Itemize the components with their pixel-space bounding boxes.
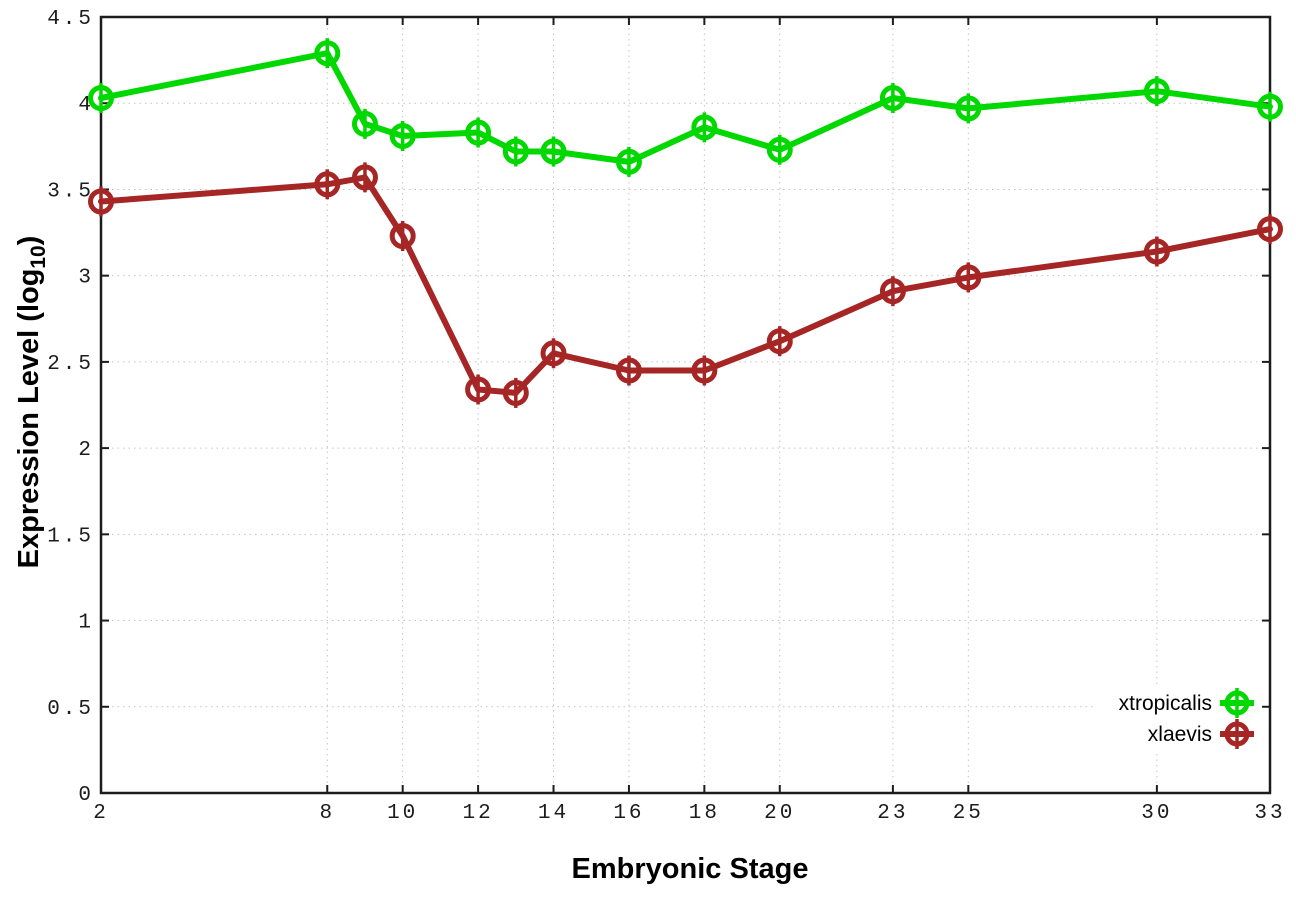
data-point-xtropicalis-16 bbox=[615, 148, 642, 175]
y-tick-label-1.5: 1.5 bbox=[47, 525, 94, 548]
legend-label-xlaevis: xlaevis bbox=[1148, 723, 1212, 746]
data-point-xlaevis-8 bbox=[314, 171, 341, 198]
data-point-xlaevis-16 bbox=[615, 357, 642, 384]
data-point-xlaevis-20 bbox=[766, 328, 793, 355]
data-point-xlaevis-12 bbox=[465, 376, 492, 403]
x-tick-label-8: 8 bbox=[319, 802, 335, 825]
data-point-xtropicalis-2 bbox=[88, 85, 114, 112]
y-axis-title-text: Expression Level (log10) bbox=[13, 236, 50, 569]
data-point-xlaevis-18 bbox=[691, 357, 718, 384]
y-tick-label-4.5: 4.5 bbox=[47, 8, 94, 31]
data-point-xlaevis-23 bbox=[879, 278, 906, 305]
x-tick-label-2: 2 bbox=[93, 802, 109, 825]
y-tick-label-3.5: 3.5 bbox=[47, 180, 94, 203]
y-tick-label-4: 4 bbox=[78, 94, 94, 117]
data-point-xlaevis-33 bbox=[1257, 216, 1283, 243]
data-point-xtropicalis-12 bbox=[465, 119, 492, 146]
data-point-xlaevis-9 bbox=[351, 164, 378, 191]
data-point-xlaevis-2 bbox=[88, 188, 114, 215]
data-point-xtropicalis-20 bbox=[766, 136, 793, 163]
legend-marker-xlaevis bbox=[1224, 721, 1250, 747]
x-axis-title: Embryonic Stage bbox=[572, 853, 809, 885]
legend-sample-xtropicalis bbox=[1220, 688, 1254, 718]
y-tick-label-3: 3 bbox=[78, 267, 94, 290]
x-tick-label-20: 20 bbox=[764, 802, 795, 825]
x-tick-label-33: 33 bbox=[1254, 802, 1285, 825]
data-point-xlaevis-14 bbox=[540, 340, 567, 367]
data-point-xlaevis-30 bbox=[1143, 238, 1170, 265]
legend-sample-markers bbox=[1220, 688, 1254, 749]
data-point-xtropicalis-14 bbox=[540, 138, 567, 165]
data-point-xtropicalis-13 bbox=[502, 138, 529, 165]
x-tick-label-14: 14 bbox=[538, 802, 569, 825]
y-tick-label-0.5: 0.5 bbox=[47, 698, 94, 721]
data-point-xtropicalis-18 bbox=[691, 114, 718, 141]
data-point-xtropicalis-10 bbox=[389, 122, 416, 149]
x-tick-label-12: 12 bbox=[462, 802, 493, 825]
legend-sample-xlaevis bbox=[1220, 719, 1254, 749]
x-tick-label-18: 18 bbox=[689, 802, 720, 825]
data-point-xtropicalis-8 bbox=[314, 40, 341, 67]
series-line-xtropicalis bbox=[98, 50, 1273, 165]
y-axis-title: Expression Level (log10) bbox=[13, 236, 50, 569]
x-tick-label-10: 10 bbox=[387, 802, 418, 825]
data-point-xtropicalis-25 bbox=[955, 95, 982, 122]
x-tick-label-30: 30 bbox=[1141, 802, 1172, 825]
data-point-xlaevis-10 bbox=[389, 223, 416, 250]
plot-border bbox=[99, 15, 1272, 795]
series-line-xlaevis bbox=[98, 174, 1273, 396]
y-tick-label-2: 2 bbox=[78, 439, 94, 462]
legend-marker-xtropicalis bbox=[1224, 690, 1250, 716]
legend-label-xtropicalis: xtropicalis bbox=[1119, 692, 1212, 715]
data-point-xlaevis-13 bbox=[502, 379, 529, 406]
data-point-xlaevis-25 bbox=[955, 264, 982, 291]
tick-labels: 2 8 10 12 14 16 18 20 23 25 30 33 0 0.5 1 1.5 2 2.5 3 3.5 4 4… bbox=[47, 8, 1285, 825]
data-point-xtropicalis-23 bbox=[879, 85, 906, 112]
y-tick-label-1: 1 bbox=[78, 612, 94, 635]
x-tick-label-16: 16 bbox=[613, 802, 644, 825]
data-series bbox=[88, 38, 1283, 408]
data-point-xtropicalis-9 bbox=[351, 110, 378, 137]
x-tick-label-25: 25 bbox=[953, 802, 984, 825]
series-xtropicalis bbox=[88, 38, 1283, 177]
series-xlaevis bbox=[88, 162, 1283, 408]
legend: xtropicalis xlaevis bbox=[1096, 684, 1262, 751]
data-point-xtropicalis-33 bbox=[1257, 93, 1283, 120]
y-tick-label-0: 0 bbox=[78, 784, 94, 807]
data-point-xtropicalis-30 bbox=[1143, 78, 1170, 105]
x-tick-label-23: 23 bbox=[877, 802, 908, 825]
y-tick-label-2.5: 2.5 bbox=[47, 353, 94, 376]
